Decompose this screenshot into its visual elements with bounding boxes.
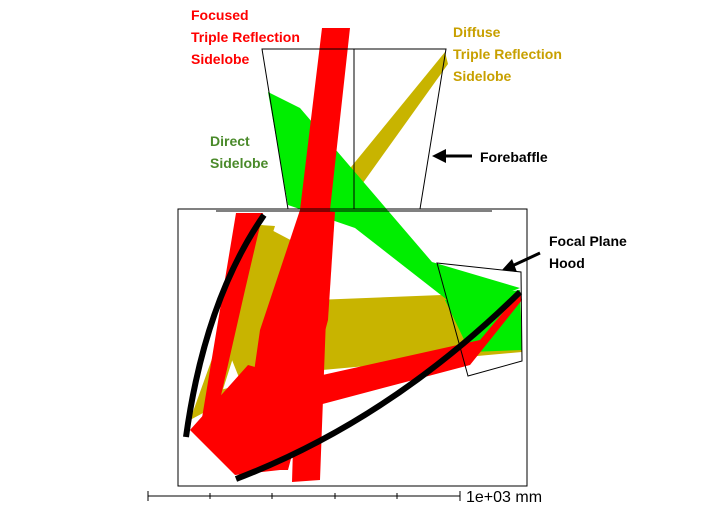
scale-bar-label: 1e+03 mm <box>466 489 542 506</box>
diffuse-sidelobe-label: Diffuse Triple Reflection Sidelobe <box>453 24 566 84</box>
forebaffle-outline <box>216 48 492 212</box>
hood-arrow <box>502 251 541 272</box>
focal-plane-hood-outline <box>436 262 523 377</box>
scale-bar <box>147 491 461 501</box>
focused-sidelobe-label: Focused Triple Reflection Sidelobe <box>191 7 304 67</box>
direct-sidelobe-label: Direct Sidelobe <box>210 133 269 171</box>
forebaffle-label: Forebaffle <box>480 149 548 165</box>
focused-sidelobe-rays <box>190 28 522 482</box>
focal-plane-hood-label: Focal Plane Hood <box>549 233 631 271</box>
secondary-mirror <box>183 213 267 438</box>
forebaffle-arrow <box>432 149 472 163</box>
primary-mirror <box>234 289 523 482</box>
